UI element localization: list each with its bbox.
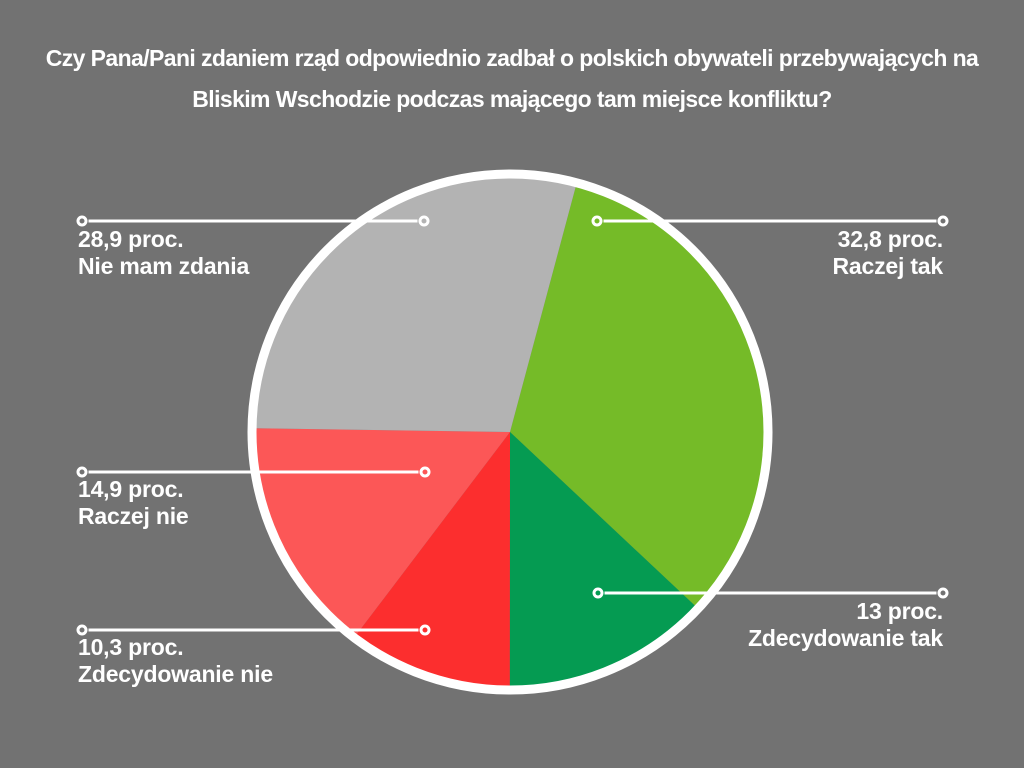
slice-value-label: 32,8 proc. — [837, 226, 944, 252]
callout-raczej-nie: 14,9 proc. Raczej nie — [78, 476, 189, 530]
slice-name-label: Raczej tak — [832, 253, 943, 279]
leader-endpoint-label-zdecydowanie-tak — [937, 587, 949, 599]
pie-slice-nie-mam-zdania — [256, 177, 576, 432]
chart-title-line2: Bliskim Wschodzie podczas mającego tam m… — [192, 86, 832, 112]
slice-name-label: Zdecydowanie tak — [748, 625, 943, 651]
leader-endpoint-label-raczej-tak — [937, 215, 949, 227]
slice-name-label: Raczej nie — [78, 503, 189, 529]
callout-zdecydowanie-tak: 13 proc. Zdecydowanie tak — [748, 598, 943, 652]
slice-name-label: Zdecydowanie nie — [78, 661, 273, 687]
pie-slice-raczej-nie — [256, 428, 510, 635]
slice-value-label: 28,9 proc. — [78, 226, 184, 252]
callout-raczej-tak: 32,8 proc. Raczej tak — [832, 226, 943, 280]
chart-title: Czy Pana/Pani zdaniem rząd odpowiednio z… — [0, 38, 1024, 120]
leader-endpoint-label-nie-mam-zdania — [76, 215, 88, 227]
callout-nie-mam-zdania: 28,9 proc. Nie mam zdania — [78, 226, 249, 280]
slice-name-label: Nie mam zdania — [78, 253, 250, 279]
leader-endpoint-pie-zdecydowanie-nie — [419, 624, 431, 636]
slice-value-label: 10,3 proc. — [78, 634, 184, 660]
pie-slice-zdecydowanie-nie — [356, 432, 510, 686]
leader-endpoint-pie-nie-mam-zdania — [418, 215, 430, 227]
leader-endpoint-pie-zdecydowanie-tak — [592, 587, 604, 599]
slice-value-label: 14,9 proc. — [78, 476, 184, 502]
chart-title-line1: Czy Pana/Pani zdaniem rząd odpowiednio z… — [45, 45, 979, 71]
pie-outline-ring — [247, 169, 773, 695]
leader-endpoint-label-raczej-nie — [76, 466, 88, 478]
pie-slice-raczej-tak — [510, 186, 765, 606]
slice-value-label: 13 proc. — [856, 598, 943, 624]
callout-zdecydowanie-nie: 10,3 proc. Zdecydowanie nie — [78, 634, 273, 688]
pie-slice-zdecydowanie-tak — [509, 432, 696, 687]
leader-endpoint-pie-raczej-tak — [591, 215, 603, 227]
leader-endpoint-pie-raczej-nie — [419, 466, 431, 478]
leader-endpoint-label-zdecydowanie-nie — [76, 624, 88, 636]
